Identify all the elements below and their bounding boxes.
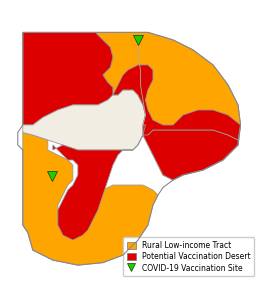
Legend: Rural Low-income Tract, Potential Vaccination Desert, COVID-19 Vaccination Site: Rural Low-income Tract, Potential Vaccin…	[123, 237, 254, 276]
Polygon shape	[95, 32, 241, 180]
Polygon shape	[23, 32, 113, 125]
Polygon shape	[23, 133, 158, 265]
Polygon shape	[23, 90, 145, 150]
Polygon shape	[143, 125, 238, 180]
Polygon shape	[53, 65, 241, 240]
